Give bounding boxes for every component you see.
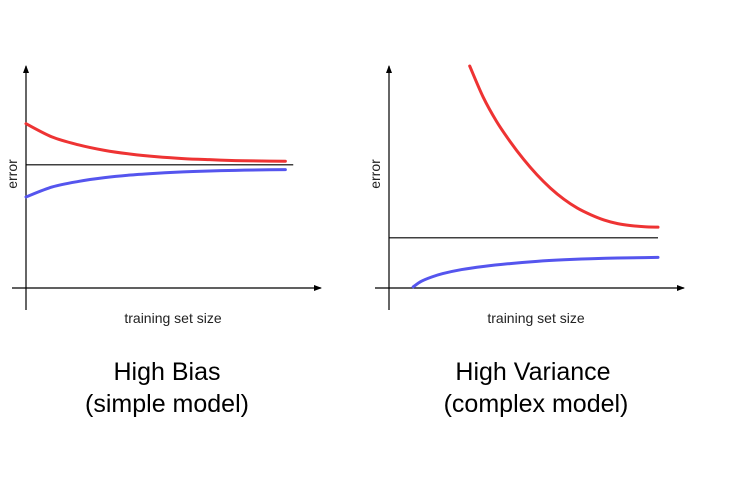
y-axis-label: error <box>4 159 20 189</box>
y-axis-label: error <box>367 159 383 189</box>
x-axis-label: training set size <box>124 310 221 326</box>
blue-error-curve <box>24 168 287 199</box>
x-axis-label: training set size <box>487 310 584 326</box>
chart-title: High Bias <box>114 358 221 386</box>
panel-high-variance: error training set size High Variance (c… <box>367 64 685 418</box>
red-error-curve <box>24 122 287 163</box>
chart-subtitle: (simple model) <box>85 390 249 418</box>
red-error-curve <box>468 64 660 229</box>
plot-area <box>389 64 660 289</box>
plot-area <box>24 122 294 199</box>
panel-high-bias: error training set size High Bias (simpl… <box>4 65 322 418</box>
chart-subtitle: (complex model) <box>444 390 629 418</box>
chart-title: High Variance <box>455 358 610 386</box>
blue-error-curve <box>411 255 660 289</box>
